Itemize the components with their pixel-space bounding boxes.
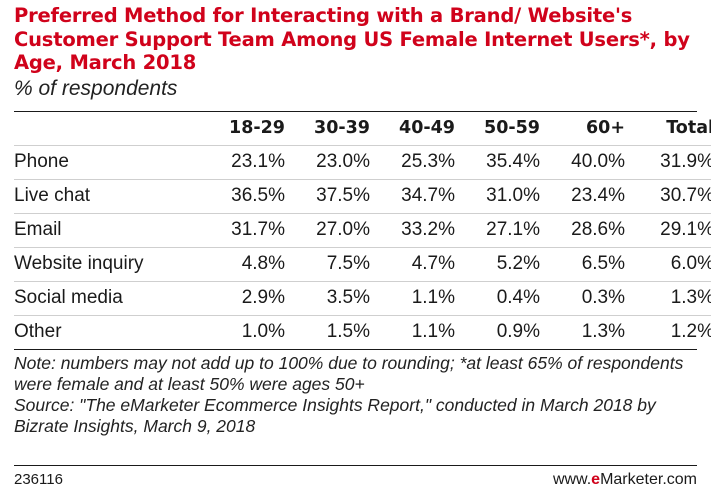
table-cell: 1.1% [370,314,455,349]
table-body: Phone 23.1% 23.0% 25.3% 35.4% 40.0% 31.9% Live … [14,144,711,349]
table-cell: 1.0% [200,314,285,349]
table-cell: 23.0% [285,144,370,179]
table-cell: 4.8% [200,246,285,281]
column-header-50-59: 50-59 [484,118,540,138]
source-text: Source: "The eMarketer Ecommerce Insight… [14,394,656,436]
row-label: Social media [14,280,200,315]
table-cell: 23.1% [200,144,285,179]
table-cell: 1.3% [625,280,711,315]
chart-title: Preferred Method for Interacting with a … [14,4,690,74]
table-cell: 37.5% [285,178,370,213]
row-label: Email [14,212,200,247]
column-header-total: Total [666,118,711,138]
table-cell: 1.1% [370,280,455,315]
table-cell: 28.6% [540,212,625,247]
brand-logo: www.eMarketer.com [553,471,697,489]
table-cell: 25.3% [370,144,455,179]
table-row: Email 31.7% 27.0% 33.2% 27.1% 28.6% 29.1% [14,212,711,247]
table-row: Live chat 36.5% 37.5% 34.7% 31.0% 23.4% 30.7% [14,178,711,213]
table-header-row: 18-29 30-39 40-49 50-59 60+ Total [14,112,711,146]
notes-block: Note: numbers may not add up to 100% due… [14,350,697,437]
table-cell: 0.9% [455,314,540,349]
table-row: Other 1.0% 1.5% 1.1% 0.9% 1.3% 1.2% [14,314,711,349]
row-label: Other [14,314,200,349]
table-cell: 31.7% [200,212,285,247]
table-cell: 0.3% [540,280,625,315]
brand-name: Marketer [600,470,663,488]
table-cell: 1.3% [540,314,625,349]
table-row: Phone 23.1% 23.0% 25.3% 35.4% 40.0% 31.9% [14,144,711,179]
table-cell: 36.5% [200,178,285,213]
table-cell: 4.7% [370,246,455,281]
table-cell: 6.5% [540,246,625,281]
table-cell: 34.7% [370,178,455,213]
table-cell: 30.7% [625,178,711,213]
table-cell: 3.5% [285,280,370,315]
table-cell: 23.4% [540,178,625,213]
top-divider [14,110,697,112]
table-cell: 1.5% [285,314,370,349]
column-header-60-plus: 60+ [585,118,625,138]
table-cell: 0.4% [455,280,540,315]
table-cell: 35.4% [455,144,540,179]
table-cell: 27.0% [285,212,370,247]
brand-accent-letter: e [591,470,601,488]
chart-subtitle: % of respondents [14,76,178,100]
footer: 236116 www.eMarketer.com [14,465,697,493]
brand-suffix: .com [662,470,697,488]
row-label: Live chat [14,178,200,213]
column-header-18-29: 18-29 [229,118,285,138]
bottom-divider [14,348,697,350]
data-table: 18-29 30-39 40-49 50-59 60+ Total Phone 2… [14,112,711,349]
table-cell: 1.2% [625,314,711,349]
table-cell: 40.0% [540,144,625,179]
chart-id: 236116 [14,471,63,488]
column-header-40-49: 40-49 [399,118,455,138]
row-label: Website inquiry [14,246,200,281]
table-cell: 5.2% [455,246,540,281]
note-text: Note: numbers may not add up to 100% due… [14,352,684,394]
table-cell: 31.9% [625,144,711,179]
table-cell: 7.5% [285,246,370,281]
row-label: Phone [14,144,200,179]
column-header-30-39: 30-39 [314,118,370,138]
table-cell: 29.1% [625,212,711,247]
table-row: Website inquiry 4.8% 7.5% 4.7% 5.2% 6.5% 6.0% [14,246,711,281]
table-row: Social media 2.9% 3.5% 1.1% 0.4% 0.3% 1.3% [14,280,711,315]
table-cell: 6.0% [625,246,711,281]
column-header-label [14,112,200,146]
table-cell: 31.0% [455,178,540,213]
table-cell: 33.2% [370,212,455,247]
table-cell: 2.9% [200,280,285,315]
brand-prefix: www. [552,470,592,488]
table-cell: 27.1% [455,212,540,247]
